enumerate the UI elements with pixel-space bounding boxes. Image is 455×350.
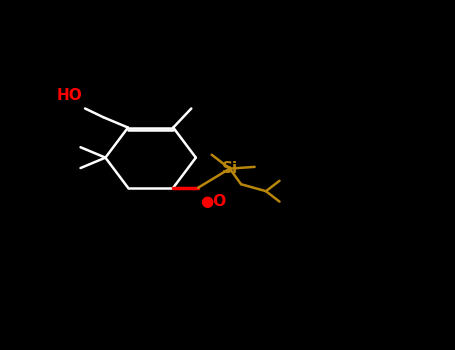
Text: Si: Si (222, 161, 238, 176)
Text: ●O: ●O (200, 194, 227, 209)
Text: HO: HO (57, 88, 83, 103)
